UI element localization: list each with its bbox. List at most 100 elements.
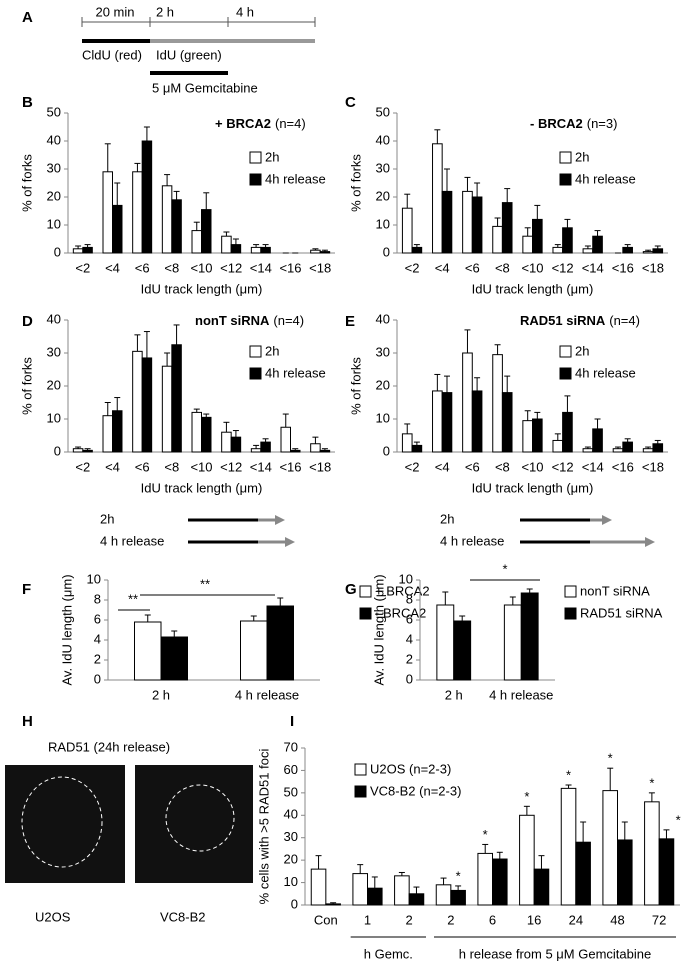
bar — [250, 448, 262, 453]
bar — [450, 889, 466, 906]
y-tick-label: 10 — [284, 874, 298, 889]
group-label: h Gemc. — [364, 946, 413, 961]
legend-label: + BRCA2 — [375, 583, 430, 598]
bar — [562, 227, 573, 254]
x-tick-label: <8 — [495, 459, 510, 474]
legend-label: RAD51 siRNA — [580, 605, 663, 620]
scheme-label: 4 h release — [440, 533, 504, 548]
bar — [501, 202, 513, 254]
legend-swatch — [564, 607, 577, 620]
bar — [250, 246, 262, 254]
x-tick-label: <4 — [435, 459, 450, 474]
x-tick-label: <16 — [279, 260, 301, 275]
y-axis-label: Av. IdU length (μm) — [371, 574, 386, 685]
x-tick-label: <6 — [135, 459, 150, 474]
x-tick-label: 16 — [527, 912, 541, 927]
x-tick-label: <16 — [612, 260, 634, 275]
bar — [592, 235, 603, 254]
legend-label: - BRCA2 — [375, 605, 426, 620]
y-tick-label: 70 — [284, 739, 298, 754]
y-axis-label: % of forks — [19, 154, 34, 212]
y-tick-label: 8 — [94, 591, 101, 606]
bar — [132, 171, 143, 254]
bar — [82, 246, 93, 254]
y-tick-label: 2 — [406, 651, 413, 666]
bar — [394, 875, 410, 906]
y-axis-label: % cells with >5 RAD51 foci — [256, 749, 271, 905]
bar — [112, 204, 123, 254]
significance: ** — [200, 576, 210, 591]
x-axis-label: IdU track length (μm) — [141, 281, 263, 296]
panel-label: F — [22, 581, 31, 598]
scheme-arrowhead — [602, 515, 612, 525]
bar — [652, 443, 664, 453]
legend-swatch — [249, 367, 262, 380]
x-tick-label: <10 — [190, 260, 212, 275]
title-main: + BRCA2 — [215, 116, 271, 131]
panel-label: I — [290, 713, 294, 730]
bar — [411, 444, 423, 453]
significance: * — [456, 868, 461, 883]
legend-swatch — [559, 151, 572, 164]
bar — [471, 196, 483, 254]
bar — [552, 439, 564, 453]
bar — [72, 448, 84, 453]
legend-swatch — [249, 173, 262, 186]
bar — [441, 190, 453, 254]
bar — [602, 790, 619, 906]
y-tick-label: 20 — [47, 377, 61, 392]
x-tick-label: <10 — [190, 459, 212, 474]
micrograph-title: RAD51 (24h release) — [48, 739, 170, 754]
timeline-label: 4 h — [236, 4, 254, 19]
bar — [522, 235, 533, 254]
group-label: h release from 5 μM Gemcitabine — [459, 946, 651, 961]
x-tick-label: <2 — [405, 260, 420, 275]
x-tick-label: <14 — [250, 260, 272, 275]
x-tick-label: Con — [314, 912, 338, 927]
panel-label: D — [22, 313, 33, 330]
timeline-label: 20 min — [95, 4, 134, 19]
title-n: (n=4) — [275, 116, 306, 131]
legend-swatch — [359, 607, 372, 620]
significance: * — [649, 775, 654, 790]
bar — [102, 415, 114, 453]
title-n: (n=4) — [609, 313, 640, 328]
bar — [436, 604, 455, 681]
chart-title: + BRCA2 (n=4) — [215, 116, 306, 131]
significance: * — [502, 561, 507, 576]
bar — [462, 352, 473, 453]
bar — [310, 249, 321, 254]
y-tick-label: 0 — [54, 244, 61, 259]
x-tick-label: 4 h release — [235, 687, 299, 702]
timeline-label: 2 h — [156, 4, 174, 19]
x-tick-label: <4 — [105, 260, 120, 275]
legend-swatch — [354, 785, 367, 798]
scheme-label: 2h — [440, 511, 454, 526]
y-axis-label: % of forks — [19, 357, 34, 415]
legend-label: 2h — [265, 343, 279, 358]
y-tick-label: 10 — [376, 216, 390, 231]
significance: * — [524, 789, 529, 804]
bar — [471, 390, 483, 453]
micrograph-label: U2OS — [35, 909, 71, 924]
x-tick-label: <6 — [135, 260, 150, 275]
bar — [201, 209, 212, 254]
panel-label: B — [22, 94, 33, 111]
legend-swatch — [559, 345, 572, 358]
y-axis-label: Av. IdU length (μm) — [59, 574, 74, 685]
y-tick-label: 40 — [284, 807, 298, 822]
chart-title: - BRCA2 (n=3) — [530, 116, 617, 131]
bar — [582, 248, 594, 254]
y-tick-label: 40 — [47, 311, 61, 326]
bar — [532, 418, 543, 453]
bar — [522, 420, 533, 453]
bar — [533, 868, 550, 906]
panel-label: A — [22, 9, 33, 26]
cldu-label: CldU (red) — [82, 47, 142, 62]
legend-label: 4h release — [265, 171, 326, 186]
x-tick-label: <16 — [612, 459, 634, 474]
chart-title: nonT siRNA (n=4) — [195, 313, 304, 328]
legend-swatch — [249, 345, 262, 358]
y-tick-label: 30 — [284, 829, 298, 844]
y-tick-label: 40 — [47, 132, 61, 147]
